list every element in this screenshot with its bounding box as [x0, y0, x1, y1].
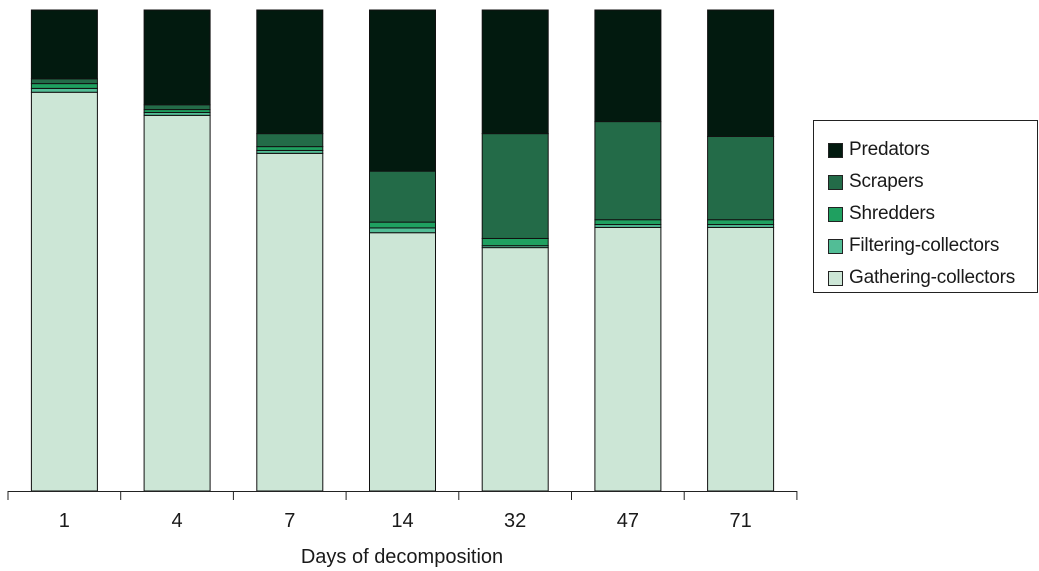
bar-segment-filtering-collectors-day-1 — [30, 87, 98, 93]
bar-segment-gathering-collectors-day-4 — [143, 114, 211, 492]
legend-label-filtering-collectors: Filtering-collectors — [849, 235, 1000, 256]
legend-swatch-filtering-collectors — [828, 238, 843, 254]
bars-group — [30, 9, 775, 492]
bar-segment-shredders-day-1 — [30, 83, 98, 89]
legend-label-scrapers: Scrapers — [849, 171, 924, 192]
x-axis-label: Days of decomposition — [301, 546, 503, 568]
legend-label-predators: Predators — [849, 139, 930, 160]
legend-item-scrapers: Scrapers — [828, 166, 1037, 198]
bar-segment-gathering-collectors-day-1 — [30, 91, 98, 492]
legend-label-gathering-collectors: Gathering-collectors — [849, 267, 1016, 288]
bar-segment-scrapers-day-14 — [369, 170, 436, 223]
bar-segment-shredders-day-14 — [369, 221, 436, 229]
legend-item-gathering-collectors: Gathering-collectors — [828, 262, 1037, 294]
bar-segment-shredders-day-32 — [481, 237, 549, 247]
bar-segment-filtering-collectors-day-14 — [369, 227, 436, 234]
legend-swatch-gathering-collectors — [828, 270, 843, 286]
bar-segment-scrapers-day-71 — [707, 136, 775, 221]
legend-item-filtering-collectors: Filtering-collectors — [828, 230, 1037, 262]
bar-segment-predators-day-47 — [594, 9, 662, 123]
x-tick-label-32: 32 — [504, 510, 526, 532]
legend-swatch-shredders — [828, 206, 843, 222]
bar-segment-scrapers-day-32 — [481, 133, 549, 239]
legend-swatch-scrapers — [828, 174, 843, 190]
x-axis: 1 4 7 14 32 47 71 — [7, 491, 798, 532]
bar-segment-shredders-day-7 — [256, 146, 324, 151]
bar-segment-gathering-collectors-day-14 — [369, 232, 436, 492]
x-tick-label-7: 7 — [284, 510, 295, 532]
bar-segment-gathering-collectors-day-47 — [594, 226, 662, 492]
bar-segment-scrapers-day-47 — [594, 121, 662, 221]
legend-label-shredders: Shredders — [849, 203, 935, 224]
bar-segment-scrapers-day-7 — [256, 133, 324, 148]
bar-segment-predators-day-7 — [256, 9, 324, 135]
legend-swatch-predators — [828, 142, 843, 158]
bar-segment-gathering-collectors-day-7 — [256, 152, 324, 492]
bar-segment-predators-day-1 — [30, 9, 98, 80]
bar-segment-predators-day-4 — [143, 9, 211, 106]
x-tick-label-1: 1 — [59, 510, 70, 532]
bar-segment-scrapers-day-1 — [30, 78, 98, 85]
legend: Predators Scrapers Shredders Filtering-c… — [813, 120, 1038, 293]
bar-segment-gathering-collectors-day-32 — [481, 247, 549, 492]
bar-segment-predators-day-14 — [369, 9, 436, 172]
bar-segment-shredders-day-71 — [707, 219, 775, 226]
x-tick-label-14: 14 — [391, 510, 413, 532]
x-tick-label-71: 71 — [729, 510, 751, 532]
bar-segment-gathering-collectors-day-71 — [707, 226, 775, 492]
legend-item-predators: Predators — [828, 134, 1037, 166]
x-tick-label-47: 47 — [617, 510, 639, 532]
legend-item-shredders: Shredders — [828, 198, 1037, 230]
bar-segment-predators-day-32 — [481, 9, 549, 135]
bar-segment-scrapers-day-4 — [143, 104, 211, 111]
bar-segment-predators-day-71 — [707, 9, 775, 137]
bar-segment-shredders-day-47 — [594, 219, 662, 226]
x-tick-label-4: 4 — [172, 510, 183, 532]
